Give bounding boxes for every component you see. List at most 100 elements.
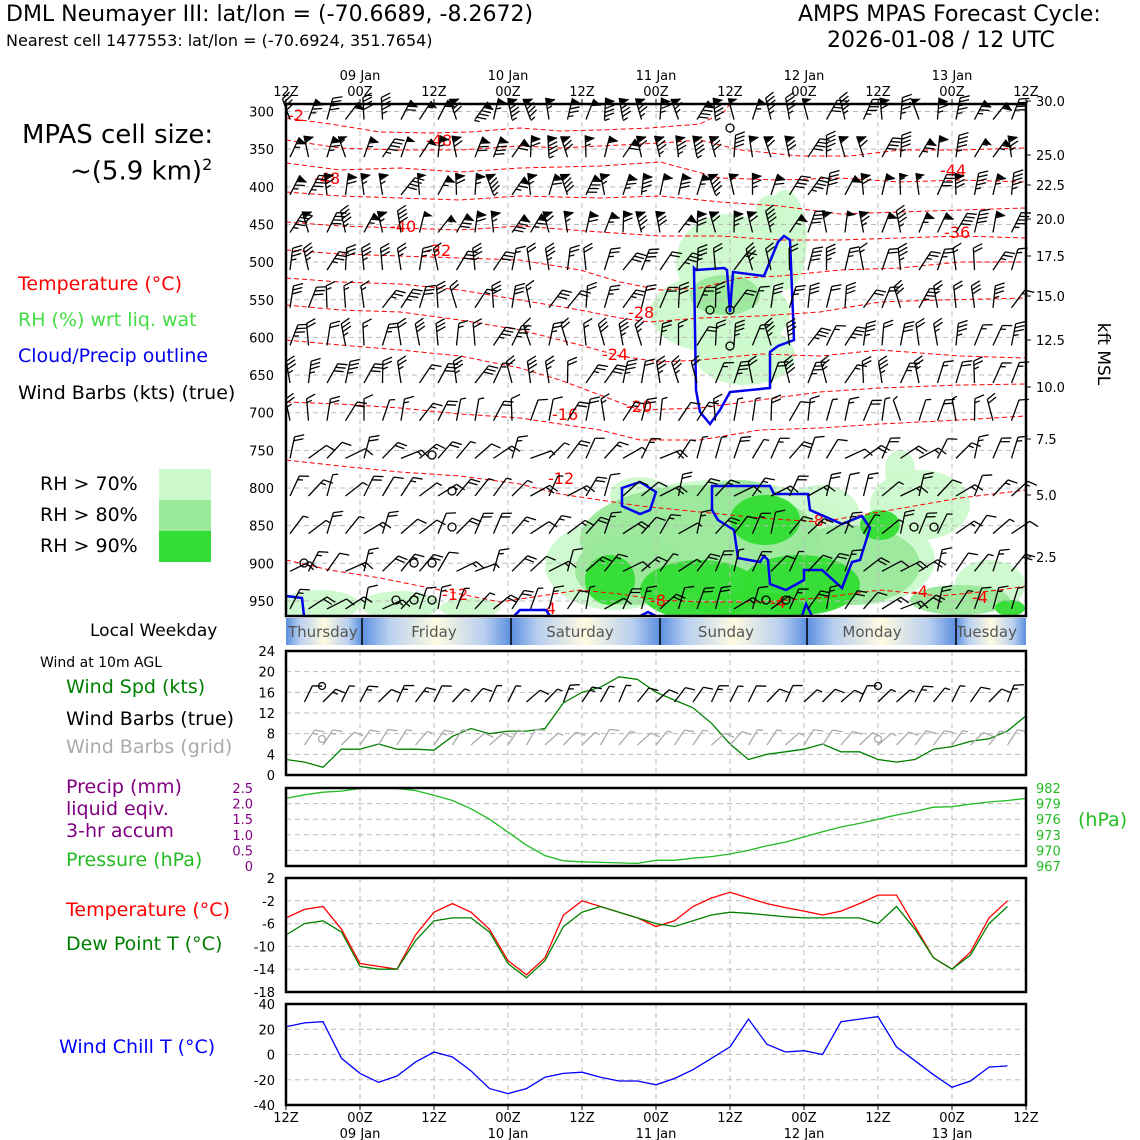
- wind-barb: [825, 552, 850, 572]
- barb-staff: [510, 398, 513, 421]
- wind-barb: [472, 318, 483, 346]
- barb-full: [1019, 361, 1030, 364]
- wind-barb: [585, 476, 608, 497]
- barb-full: [354, 404, 365, 408]
- wind-barb-10m-grid: [711, 732, 735, 746]
- barb-full: [538, 218, 549, 222]
- barb-full: [623, 217, 633, 223]
- barb-full: [873, 292, 884, 296]
- barb-full: [530, 142, 541, 147]
- barb-full: [567, 356, 578, 362]
- barb-half: [410, 480, 417, 483]
- barb-full: [342, 325, 352, 333]
- temperature-contour: [285, 249, 1026, 291]
- x-tick-bottom: 12Z: [717, 1111, 743, 1126]
- barb-full: [697, 217, 707, 223]
- barb-staff: [322, 688, 337, 703]
- barb-full: [904, 513, 915, 517]
- wind-barb: [677, 471, 693, 497]
- barb-full: [816, 333, 827, 338]
- wind-barb: [307, 357, 321, 384]
- barb-staff: [659, 398, 663, 421]
- barb-full: [629, 147, 639, 151]
- barb-full: [680, 181, 691, 185]
- barb-full: [706, 329, 717, 333]
- barb-half: [762, 480, 769, 484]
- barb-half: [934, 290, 940, 295]
- barb-full: [994, 290, 1005, 295]
- wind-barb: [751, 397, 761, 421]
- barb-full: [587, 281, 598, 287]
- barb-full: [282, 91, 291, 100]
- barb-full: [329, 324, 340, 329]
- barb-full: [943, 181, 954, 183]
- barb-staff: [511, 176, 526, 196]
- barb-staff: [747, 685, 757, 703]
- barb-full: [744, 292, 755, 296]
- barb-full: [1000, 440, 1010, 443]
- x-tick-top: 12Z: [1013, 85, 1039, 100]
- wind-barb: [678, 558, 702, 572]
- barb-staff: [678, 558, 698, 572]
- wind-barb: [507, 97, 520, 122]
- barb-full: [583, 246, 593, 253]
- barb-full: [362, 250, 372, 257]
- wind-barb-10m-grid: [303, 729, 325, 746]
- y-tick-pressure-hpa: 982: [1036, 782, 1061, 797]
- wind-barb: [641, 516, 666, 535]
- wind-barb: [400, 177, 425, 196]
- wind-barb: [654, 135, 667, 158]
- barb-full: [536, 222, 547, 225]
- barb-full: [634, 317, 643, 325]
- barb-half: [734, 333, 741, 337]
- wind-barb: [289, 282, 304, 308]
- barb-half: [382, 366, 389, 370]
- wind-barb: [992, 102, 1013, 120]
- barb-full: [514, 286, 525, 291]
- barb-full: [332, 514, 343, 518]
- barb-full: [902, 93, 912, 99]
- barb-full: [964, 216, 975, 219]
- barb-full: [564, 211, 574, 219]
- temperature-contour: [285, 304, 1027, 363]
- barb-staff: [529, 135, 533, 158]
- barb-full: [592, 180, 603, 183]
- wind-barb: [936, 547, 952, 572]
- wind-barb: [838, 135, 849, 158]
- wind-barb: [585, 556, 612, 572]
- wind-barb: [585, 98, 602, 120]
- temperature-contour-label: -4: [912, 582, 928, 601]
- barb-full: [492, 288, 502, 295]
- barb-full: [537, 398, 548, 401]
- barb-full: [524, 557, 535, 563]
- barb-full: [527, 355, 537, 362]
- barb-full: [745, 242, 754, 250]
- barb-full: [889, 440, 899, 443]
- barb-full: [839, 552, 850, 557]
- barb-staff: [714, 437, 723, 459]
- barb-staff: [803, 729, 815, 746]
- barb-full: [848, 250, 859, 254]
- y-tick: 4: [267, 748, 275, 763]
- wind-barb: [525, 279, 535, 308]
- barb-staff: [474, 563, 496, 572]
- barb-staff: [748, 135, 754, 158]
- barb-half: [953, 249, 959, 253]
- barb-half: [475, 181, 482, 185]
- barb-full: [580, 440, 591, 444]
- barb-pennant: [428, 138, 438, 147]
- weekday-band: [511, 618, 660, 645]
- barb-staff: [470, 732, 486, 746]
- barb-full: [818, 330, 829, 335]
- barb-half: [968, 445, 974, 449]
- rh-region-15: [885, 450, 915, 490]
- barb-half: [332, 691, 339, 695]
- barb-full: [977, 174, 988, 178]
- barb-staff: [456, 441, 472, 459]
- barb-half: [515, 188, 522, 191]
- barb-half: [1000, 257, 1007, 261]
- wind-barb: [881, 481, 904, 497]
- barb-full: [631, 258, 642, 263]
- wind-barb: [363, 394, 374, 421]
- barb-full: [424, 288, 435, 292]
